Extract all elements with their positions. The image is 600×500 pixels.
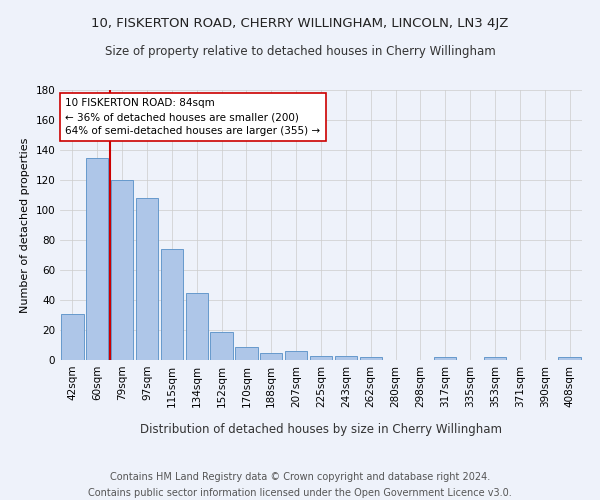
Bar (111, 180, 133, 360)
Bar (235, 346, 257, 360)
Bar (61, 314, 83, 360)
Bar (161, 249, 183, 360)
Text: Contains public sector information licensed under the Open Government Licence v3: Contains public sector information licen… (88, 488, 512, 498)
Bar (86, 158, 109, 360)
Bar (260, 352, 283, 360)
Bar (285, 351, 307, 360)
Bar (136, 198, 158, 360)
Text: Contains HM Land Registry data © Crown copyright and database right 2024.: Contains HM Land Registry data © Crown c… (110, 472, 490, 482)
Text: Size of property relative to detached houses in Cherry Willingham: Size of property relative to detached ho… (104, 45, 496, 58)
Bar (335, 356, 357, 360)
Bar (185, 292, 208, 360)
Text: Distribution of detached houses by size in Cherry Willingham: Distribution of detached houses by size … (140, 422, 502, 436)
Bar (559, 357, 581, 360)
Bar (434, 357, 457, 360)
Text: 10, FISKERTON ROAD, CHERRY WILLINGHAM, LINCOLN, LN3 4JZ: 10, FISKERTON ROAD, CHERRY WILLINGHAM, L… (91, 18, 509, 30)
Bar (211, 332, 233, 360)
Bar (359, 357, 382, 360)
Text: 10 FISKERTON ROAD: 84sqm
← 36% of detached houses are smaller (200)
64% of semi-: 10 FISKERTON ROAD: 84sqm ← 36% of detach… (65, 98, 320, 136)
Y-axis label: Number of detached properties: Number of detached properties (20, 138, 30, 312)
Bar (484, 357, 506, 360)
Bar (310, 356, 332, 360)
